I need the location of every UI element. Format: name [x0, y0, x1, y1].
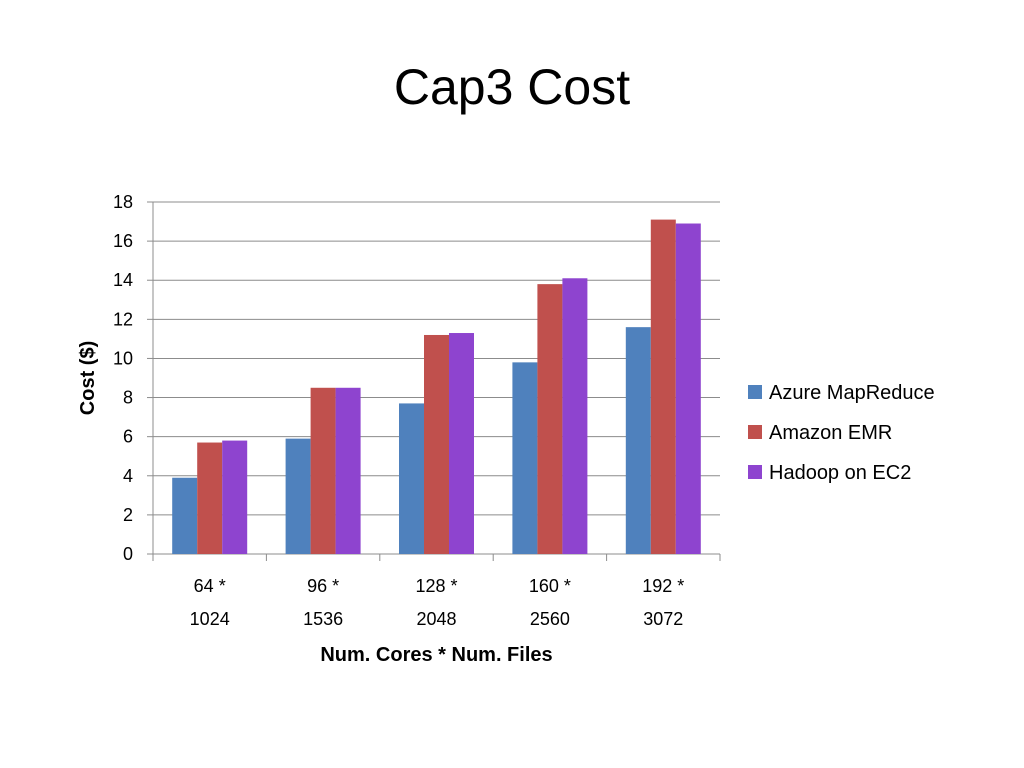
x-tick-label: 1536: [303, 609, 343, 629]
x-tick-label: 192 *: [642, 576, 684, 596]
bar: [424, 334, 449, 554]
y-tick-label: 18: [113, 192, 133, 212]
y-tick-label: 12: [113, 309, 133, 329]
bar: [222, 440, 248, 554]
x-tick-label: 96 *: [307, 576, 339, 596]
y-axis-title: Cost ($): [77, 341, 99, 415]
bar: [310, 387, 336, 554]
x-tick-label: 64 *: [194, 576, 226, 596]
slide-title: Cap3 Cost: [393, 59, 631, 115]
y-tick-label: 14: [113, 270, 133, 290]
x-tick-label: 2048: [416, 609, 456, 629]
x-tick-label: 3072: [643, 609, 683, 629]
legend-swatch: [748, 385, 762, 399]
x-tick-label: 128 *: [415, 576, 457, 596]
x-tick-label: 2560: [530, 609, 570, 629]
y-tick-label: 0: [123, 544, 133, 564]
bar: [512, 362, 538, 554]
legend-label: Hadoop on EC2: [769, 462, 911, 484]
bar: [537, 284, 563, 554]
x-tick-label: 160 *: [529, 576, 571, 596]
x-axis-title: Num. Cores * Num. Files: [320, 644, 552, 666]
bar: [625, 327, 651, 554]
bar: [399, 403, 424, 554]
bar: [650, 219, 676, 554]
y-tick-label: 10: [113, 348, 133, 368]
bar: [197, 442, 223, 554]
y-tick-label: 2: [123, 505, 133, 525]
legend-label: Azure MapReduce: [769, 382, 935, 404]
y-tick-label: 8: [123, 388, 133, 408]
bar: [285, 438, 311, 554]
legend-swatch: [748, 425, 762, 439]
legend-label: Amazon EMR: [769, 422, 892, 444]
bar: [449, 333, 474, 554]
bar: [335, 387, 361, 554]
y-tick-label: 16: [113, 231, 133, 251]
bar: [562, 278, 588, 554]
bar: [675, 223, 701, 554]
x-tick-label: 1024: [190, 609, 230, 629]
y-tick-label: 6: [123, 427, 133, 447]
bar: [172, 477, 198, 554]
y-tick-label: 4: [123, 466, 133, 486]
legend-swatch: [748, 465, 762, 479]
